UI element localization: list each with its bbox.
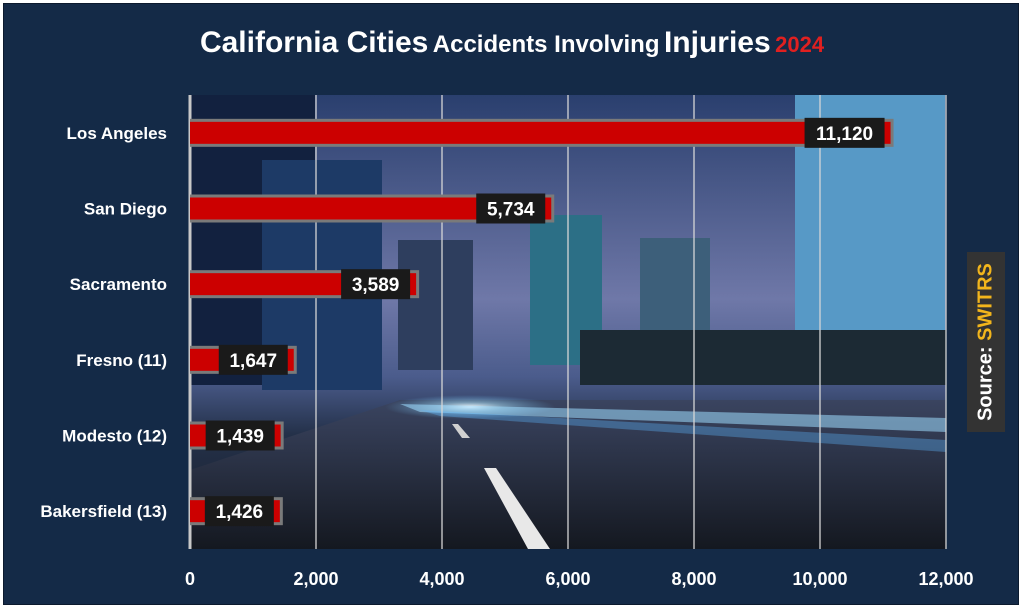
category-labels: Los Angeles San Diego Sacramento Fresno (11… — [40, 124, 167, 521]
bar — [190, 197, 552, 220]
bars-group: 11,120 5,734 3,589 1,647 1,439 1,426 — [190, 117, 894, 527]
data-label: 1,426 — [216, 502, 264, 523]
x-tick-label: 12,000 — [918, 569, 973, 589]
x-tick-label: 8,000 — [671, 569, 716, 589]
data-label-box — [218, 344, 288, 375]
bar — [190, 121, 891, 144]
category-label: Fresno (11) — [76, 351, 167, 370]
data-label: 1,647 — [229, 351, 277, 372]
data-label: 3,589 — [352, 275, 400, 296]
data-label-box — [205, 420, 275, 451]
title-part-3: Injuries — [663, 26, 771, 59]
title-year: 2024 — [775, 32, 825, 57]
source-box — [967, 252, 1005, 432]
gridlines — [188, 95, 947, 549]
data-label-box — [204, 496, 274, 527]
category-label: Sacramento — [70, 275, 167, 294]
source-label: Source: — [974, 346, 997, 421]
category-label: Modesto (12) — [62, 427, 167, 446]
data-label-box — [804, 117, 885, 148]
x-tick-label: 2,000 — [293, 569, 338, 589]
title-part-2: Accidents Involving — [432, 31, 660, 58]
category-label: Los Angeles — [67, 124, 167, 143]
source-note: Source: SWITRS — [975, 263, 998, 421]
category-label: San Diego — [84, 200, 167, 219]
title-part-1: California Cities — [199, 26, 429, 59]
data-label-box — [341, 269, 411, 300]
data-label: 1,439 — [216, 427, 264, 448]
x-tick-label: 10,000 — [792, 569, 847, 589]
data-label: 11,120 — [816, 124, 873, 145]
x-tick-label: 6,000 — [545, 569, 590, 589]
data-label: 5,734 — [487, 200, 535, 221]
x-tick-label: 4,000 — [419, 569, 464, 589]
x-tick-label: 0 — [185, 569, 195, 589]
data-label-box — [476, 193, 546, 224]
chart-title: California Cities Accidents Involving In… — [0, 26, 1024, 60]
x-tick-labels: 0 2,000 4,000 6,000 8,000 10,000 12,000 — [185, 569, 974, 589]
category-label: Bakersfield (13) — [40, 502, 167, 521]
source-value: SWITRS — [974, 263, 997, 341]
